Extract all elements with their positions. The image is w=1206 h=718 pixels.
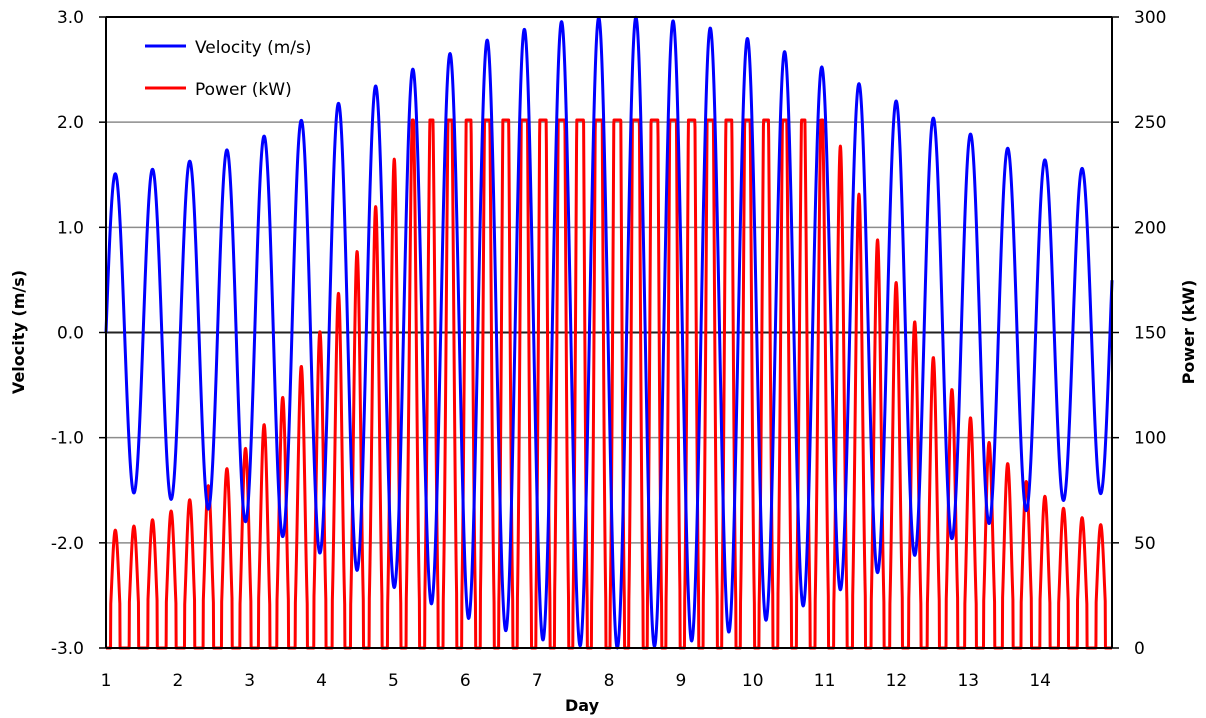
x-tick-label: 10	[742, 671, 764, 691]
y-axis-left-title: Velocity (m/s)	[9, 270, 28, 394]
y-right-tick-label: 100	[1134, 429, 1166, 449]
y-right-tick-label: 150	[1134, 324, 1166, 344]
axes	[99, 16, 1119, 649]
y-right-tick-label: 50	[1134, 534, 1156, 554]
x-tick-label: 4	[316, 671, 327, 691]
x-axis-title: Day	[565, 696, 600, 715]
y-left-tick-label: -2.0	[51, 534, 84, 554]
y-right-tick-label: 250	[1134, 113, 1166, 133]
series-velocity-line	[104, 15, 1114, 650]
y-right-tick-label: 0	[1134, 639, 1145, 659]
legend-label-power: Power (kW)	[195, 80, 292, 100]
x-tick-label: 12	[886, 671, 908, 691]
x-tick-label: 11	[814, 671, 836, 691]
y-left-tick-label: 1.0	[57, 218, 84, 238]
x-tick-label: 6	[460, 671, 471, 691]
y-axis-right-title: Power (kW)	[1179, 280, 1198, 385]
y-left-tick-label: -3.0	[51, 639, 84, 659]
x-tick-label: 14	[1029, 671, 1051, 691]
x-tick-label: 8	[604, 671, 615, 691]
x-tick-label: 13	[957, 671, 979, 691]
legend: Velocity (m/s) Power (kW)	[145, 38, 312, 100]
y-left-tick-label: 2.0	[57, 113, 84, 133]
y-right-tick-label: 300	[1134, 8, 1166, 28]
x-tick-label: 9	[675, 671, 686, 691]
y-left-tick-label: 0.0	[57, 324, 84, 344]
y-left-tick-label: -1.0	[51, 429, 84, 449]
x-tick-label: 3	[244, 671, 255, 691]
y-right-tick-label: 200	[1134, 218, 1166, 238]
legend-label-velocity: Velocity (m/s)	[195, 38, 312, 58]
y-left-tick-label: 3.0	[57, 8, 84, 28]
x-tick-label: 1	[101, 671, 112, 691]
tick-labels: 3.02.01.00.0-1.0-2.0-3.03002502001501005…	[51, 8, 1167, 691]
x-tick-label: 7	[532, 671, 543, 691]
x-tick-label: 2	[172, 671, 183, 691]
x-tick-label: 5	[388, 671, 399, 691]
